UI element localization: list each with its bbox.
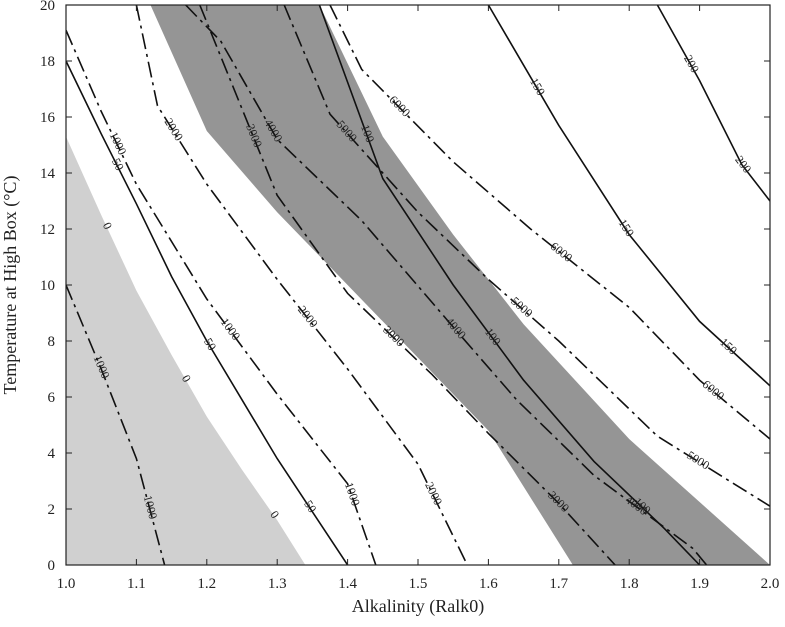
contour-label: 200: [732, 153, 754, 176]
contour-label: 1000: [141, 494, 161, 521]
contour-line: [199, 5, 616, 565]
contour-label-group: 6000: [386, 93, 413, 120]
contour-label-group: 50: [301, 498, 319, 516]
x-tick-label: 2.0: [761, 576, 780, 592]
contour-label: 0: [100, 220, 115, 231]
y-tick-label: 2: [48, 502, 56, 518]
contour-label-group: 200: [732, 153, 754, 176]
y-tick-label: 16: [40, 110, 56, 126]
y-tick-label: 6: [48, 390, 56, 406]
x-axis-title: Alkalinity (Ralk0): [352, 596, 484, 617]
contour-line: [656, 5, 770, 202]
contour-label-group: 2000: [295, 303, 321, 331]
x-tick-label: 1.1: [127, 576, 146, 592]
contour-line: [185, 5, 708, 565]
contour-line: [135, 5, 469, 565]
contour-label-group: 1000: [342, 480, 363, 507]
x-tick-label: 1.6: [479, 576, 498, 592]
contour-label-group: 1000: [141, 494, 161, 521]
contour-line: [329, 5, 770, 440]
contour-label-group: 2000: [422, 480, 445, 508]
contour-label-group: 50: [109, 156, 127, 173]
y-tick-label: 4: [48, 446, 56, 462]
y-axis-title: Temperature at High Box (°C): [0, 176, 21, 395]
contour-label: 6000: [386, 93, 413, 120]
x-tick-label: 1.4: [338, 576, 357, 592]
y-tick-label: 0: [48, 558, 56, 574]
y-tick-label: 18: [40, 54, 55, 70]
contour-label-group: 200: [681, 53, 702, 76]
contour-label-group: 5000: [684, 448, 712, 473]
contour-line: [66, 29, 377, 565]
contour-label: 2000: [162, 116, 187, 144]
contour-line: [66, 60, 349, 565]
x-tick-label: 1.3: [268, 576, 287, 592]
contour-label: 1000: [342, 480, 363, 507]
contour-line: [318, 5, 701, 565]
x-tick-label: 1.2: [197, 576, 216, 592]
regions: [66, 5, 770, 565]
y-tick-label: 14: [40, 166, 56, 182]
contour-label: 150: [717, 335, 740, 357]
x-tick-label: 1.5: [409, 576, 428, 592]
contour-label-group: 0: [100, 220, 115, 231]
x-tick-label: 1.9: [690, 576, 709, 592]
x-tick-label: 1.0: [57, 576, 76, 592]
contour-label: 50: [109, 156, 127, 173]
contour-label: 100: [358, 123, 377, 145]
contour-label: 2000: [422, 480, 445, 508]
contour-line: [283, 5, 770, 507]
contour-label-group: 150: [527, 75, 548, 98]
contours: [66, 5, 770, 565]
y-tick-label: 12: [40, 222, 55, 238]
x-tick-label: 1.7: [549, 576, 568, 592]
x-tick-label: 1.8: [620, 576, 639, 592]
y-tick-label: 8: [48, 334, 56, 350]
contour-label: 5000: [684, 448, 712, 473]
contour-label-group: 50: [201, 336, 219, 353]
contour-label-group: 150: [616, 216, 638, 239]
y-tick-label: 20: [40, 0, 55, 14]
axes: 1.0 1.1 1.2 1.3 1.4 1.5 1.6 1.7 1.8 1.9 2.0 0 2 4 6 8 10…: [40, 0, 779, 592]
shaded-region: [150, 5, 770, 565]
contour-label: 200: [681, 53, 702, 76]
shaded-region: [66, 136, 306, 565]
contour-label-group: 1000: [107, 129, 130, 157]
contour-line: [66, 284, 166, 565]
contour-label: 50: [201, 336, 219, 353]
contour-label: 150: [527, 75, 548, 98]
contour-label-group: 100: [358, 123, 377, 145]
contour-line: [487, 5, 770, 387]
y-tick-label: 10: [40, 278, 55, 294]
contour-label-group: 2000: [162, 116, 187, 144]
